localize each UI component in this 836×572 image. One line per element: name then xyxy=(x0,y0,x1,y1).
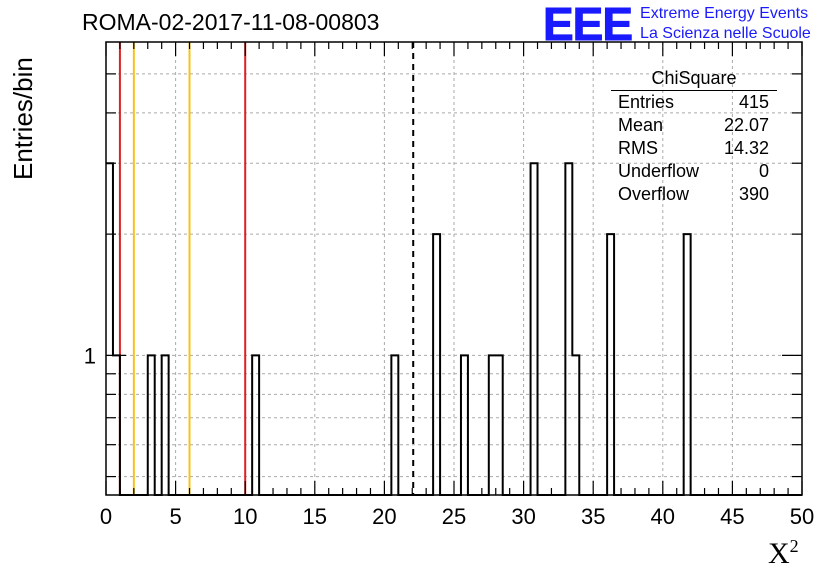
x-tick-labels: 0 5 10 15 20 25 30 35 40 45 50 xyxy=(100,504,814,529)
chart-title: ROMA-02-2017-11-08-00803 xyxy=(82,9,380,35)
stats-row-entries: Entries 415 xyxy=(618,92,769,112)
x-tick-label: 0 xyxy=(100,504,112,529)
x-tick-label: 45 xyxy=(720,504,744,529)
axis-ticks xyxy=(105,42,803,495)
x-tick-label: 20 xyxy=(372,504,396,529)
x-tick-label: 30 xyxy=(511,504,535,529)
x-tick-label: 35 xyxy=(581,504,605,529)
y-tick-label: 1 xyxy=(84,343,96,368)
stats-row-overflow: Overflow 390 xyxy=(618,184,769,204)
stats-row-underflow: Underflow 0 xyxy=(618,161,769,181)
x-tick-label: 10 xyxy=(233,504,257,529)
grid-lines xyxy=(106,42,802,495)
logo-line-2: La Scienza nelle Scuole xyxy=(640,25,811,42)
x-tick-label: 25 xyxy=(442,504,466,529)
logo-line-1: Extreme Energy Events xyxy=(640,5,809,22)
eee-logo: EEE Extreme Energy Events La Scienza nel… xyxy=(542,0,811,50)
marker-lines xyxy=(118,42,415,495)
x-tick-label: 40 xyxy=(651,504,675,529)
y-axis-label: Entries/bin xyxy=(8,57,38,180)
stats-row-mean: Mean 22.07 xyxy=(618,115,769,135)
stats-row-rms: RMS 14.32 xyxy=(618,138,769,158)
logo-mark: EEE xyxy=(542,0,633,50)
x-tick-label: 5 xyxy=(169,504,181,529)
x-axis-label: X2 xyxy=(768,536,799,570)
y-tick-labels: 1 xyxy=(84,343,96,368)
x-tick-label: 15 xyxy=(303,504,327,529)
stats-title: ChiSquare xyxy=(611,66,777,91)
x-tick-label: 50 xyxy=(790,504,814,529)
stats-box: ChiSquare Entries 415 Mean 22.07 RMS 14.32 … xyxy=(611,66,777,206)
